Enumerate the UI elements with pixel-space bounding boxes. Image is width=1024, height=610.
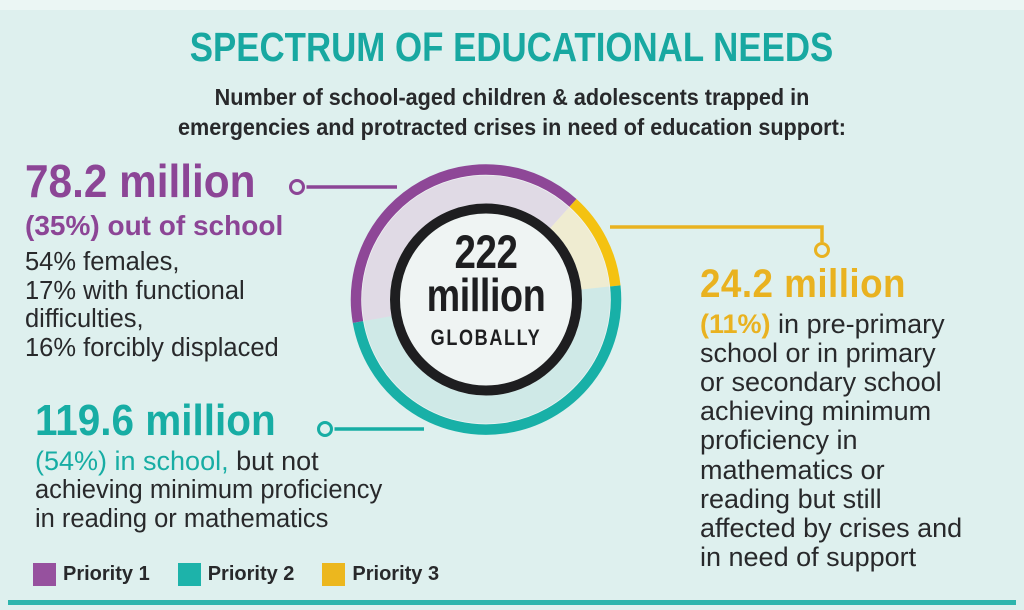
page-subtitle: Number of school-aged children & adolesc… <box>31 82 994 142</box>
legend-swatch-priority-3 <box>322 563 346 586</box>
in-school-lead: (54%) in school, <box>35 445 229 476</box>
page-title: SPECTRUM OF EDUCATIONAL NEEDS <box>0 24 1024 71</box>
out-of-school-headline-text: 78.2 million <box>25 155 256 207</box>
in-school-headline: 119.6 million <box>35 398 382 444</box>
connector-priority-3 <box>610 225 830 258</box>
connector-dot-priority-1 <box>289 179 305 195</box>
subtitle-line-2: emergencies and protracted crises in nee… <box>178 114 846 140</box>
subtitle-line-1: Number of school-aged children & adolesc… <box>214 84 810 110</box>
out-of-school-subline: (35%) out of school <box>25 209 284 241</box>
detail-line: mathematics or <box>700 454 885 485</box>
connector-line-priority-3 <box>610 225 824 242</box>
detail-line: in need of support <box>700 542 917 573</box>
detail-line: 54% females, <box>25 247 180 276</box>
callout-in-school: 119.6 million (54%) in school, but not a… <box>35 398 382 534</box>
total-scope: GLOBALLY <box>430 325 542 350</box>
legend-swatch-priority-2 <box>177 563 201 586</box>
legend-item-priority-3: Priority 3 <box>322 563 439 586</box>
donut-center-label: 222 million GLOBALLY <box>363 225 609 351</box>
in-school-details: achieving minimum proficiency in reading… <box>35 476 382 534</box>
total-value: 222 <box>454 225 518 278</box>
bottom-rule <box>8 600 1016 605</box>
connector-priority-1 <box>289 179 397 195</box>
detail-line: affected by crises and <box>700 513 963 544</box>
legend-label: Priority 2 <box>207 563 295 585</box>
pre-primary-lead-line: (11%) in pre-primary <box>700 308 962 339</box>
detail-line: proficiency in <box>700 425 858 456</box>
out-of-school-headline: 78.2 million <box>25 155 283 207</box>
in-school-lead-line: (54%) in school, but not <box>35 445 382 476</box>
detail-line: reading but still <box>700 483 882 514</box>
detail-line: or secondary school <box>700 367 942 397</box>
legend-label: Priority 3 <box>352 563 440 585</box>
top-edge-band <box>0 0 1024 10</box>
pre-primary-headline: 24.2 million <box>700 262 962 306</box>
detail-line: achieving minimum <box>700 396 932 427</box>
connector-dot-priority-3 <box>814 242 830 258</box>
callout-pre-primary: 24.2 million (11%) in pre-primary school… <box>700 262 963 573</box>
detail-line: difficulties, <box>25 305 144 334</box>
detail-line: school or in primary <box>700 337 936 368</box>
total-unit: million <box>426 269 546 321</box>
pre-primary-lead: (11%) <box>700 308 771 339</box>
pre-primary-lead-rest: in pre-primary <box>770 308 945 339</box>
in-school-lead-rest: but not <box>228 445 319 476</box>
detail-line: 16% forcibly displaced <box>25 334 279 363</box>
in-school-headline-text: 119.6 million <box>35 396 276 445</box>
pre-primary-headline-text: 24.2 million <box>700 262 906 306</box>
callout-out-of-school: 78.2 million (35%) out of school 54% fem… <box>25 155 284 363</box>
detail-line: 17% with functional <box>25 276 245 305</box>
legend: Priority 1 Priority 2 Priority 3 <box>33 563 439 586</box>
legend-label: Priority 1 <box>63 563 150 585</box>
legend-item-priority-2: Priority 2 <box>177 563 295 586</box>
detail-line: in reading or mathematics <box>35 504 329 533</box>
legend-item-priority-1: Priority 1 <box>33 563 150 586</box>
out-of-school-details: 54% females, 17% with functional difficu… <box>25 248 283 363</box>
page-title-text: SPECTRUM OF EDUCATIONAL NEEDS <box>190 24 834 70</box>
detail-line: achieving minimum proficiency <box>35 475 383 504</box>
pre-primary-details: school or in primary or secondary school… <box>700 337 963 573</box>
legend-swatch-priority-1 <box>33 563 56 586</box>
